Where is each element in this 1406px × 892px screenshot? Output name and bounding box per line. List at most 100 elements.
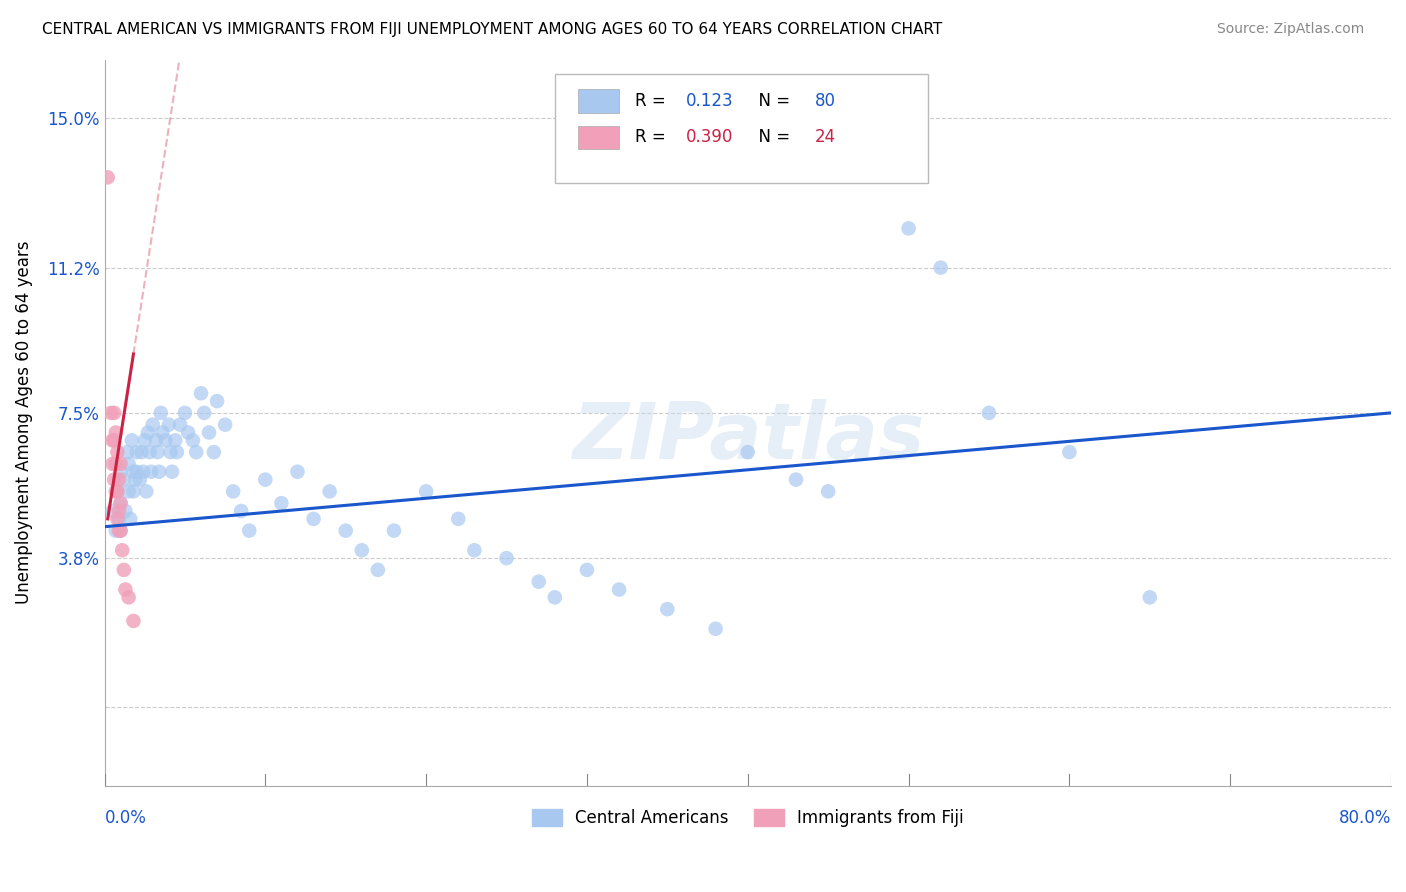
Point xyxy=(238,524,260,538)
Point xyxy=(495,551,517,566)
Text: 80.0%: 80.0% xyxy=(1339,809,1391,828)
Point xyxy=(121,434,143,448)
Point xyxy=(415,484,437,499)
Point xyxy=(214,417,236,432)
Text: R =: R = xyxy=(634,128,671,146)
Point xyxy=(139,465,162,479)
Point xyxy=(150,425,173,440)
Point xyxy=(101,457,124,471)
Text: ZIPatlas: ZIPatlas xyxy=(572,400,924,475)
Point xyxy=(105,484,128,499)
Point xyxy=(128,473,150,487)
Point xyxy=(105,484,128,499)
Text: N =: N = xyxy=(748,92,796,110)
Point xyxy=(367,563,389,577)
Point xyxy=(929,260,952,275)
Text: 24: 24 xyxy=(814,128,835,146)
Point xyxy=(146,445,169,459)
Point xyxy=(124,473,146,487)
Point xyxy=(108,512,131,526)
Point xyxy=(190,386,212,401)
Point xyxy=(120,512,142,526)
Text: R =: R = xyxy=(634,92,671,110)
Point xyxy=(117,457,139,471)
Point xyxy=(110,457,132,471)
Point xyxy=(335,524,357,538)
Point xyxy=(350,543,373,558)
Point xyxy=(110,524,132,538)
Y-axis label: Unemployment Among Ages 60 to 64 years: Unemployment Among Ages 60 to 64 years xyxy=(15,241,32,605)
Bar xyxy=(578,89,619,112)
Point xyxy=(103,406,125,420)
Point xyxy=(145,434,167,448)
Point xyxy=(202,445,225,459)
Point xyxy=(112,563,135,577)
Point xyxy=(103,434,125,448)
Point xyxy=(103,473,125,487)
Point xyxy=(131,445,153,459)
Point xyxy=(122,465,145,479)
Point xyxy=(100,406,122,420)
Point xyxy=(125,465,148,479)
Point xyxy=(132,465,155,479)
Point xyxy=(136,425,159,440)
Point xyxy=(287,465,309,479)
Point xyxy=(148,465,170,479)
Point xyxy=(155,434,177,448)
Point xyxy=(177,425,200,440)
Point xyxy=(110,465,132,479)
Point xyxy=(108,473,131,487)
Point xyxy=(198,425,221,440)
Text: CENTRAL AMERICAN VS IMMIGRANTS FROM FIJI UNEMPLOYMENT AMONG AGES 60 TO 64 YEARS : CENTRAL AMERICAN VS IMMIGRANTS FROM FIJI… xyxy=(42,22,942,37)
Point xyxy=(111,543,134,558)
Point xyxy=(104,457,127,471)
Point xyxy=(104,524,127,538)
Legend: Central Americans, Immigrants from Fiji: Central Americans, Immigrants from Fiji xyxy=(523,801,972,836)
Point xyxy=(108,524,131,538)
Point xyxy=(382,524,405,538)
Point xyxy=(302,512,325,526)
Point xyxy=(135,484,157,499)
Point xyxy=(105,512,128,526)
Point xyxy=(110,524,132,538)
Point xyxy=(108,504,131,518)
Point xyxy=(1139,591,1161,605)
Point xyxy=(704,622,727,636)
Point xyxy=(157,417,180,432)
Point xyxy=(166,445,188,459)
Point xyxy=(138,445,160,459)
Point xyxy=(193,406,215,420)
Point xyxy=(97,170,120,185)
Point xyxy=(159,445,181,459)
Point xyxy=(181,434,204,448)
Point xyxy=(101,504,124,518)
Point xyxy=(447,512,470,526)
Text: 0.123: 0.123 xyxy=(686,92,734,110)
Point xyxy=(575,563,598,577)
Point xyxy=(110,496,132,510)
Point xyxy=(527,574,550,589)
Point xyxy=(114,582,136,597)
Point xyxy=(169,417,191,432)
Point xyxy=(117,591,139,605)
Point xyxy=(657,602,679,616)
Point xyxy=(222,484,245,499)
Text: N =: N = xyxy=(748,128,796,146)
Point xyxy=(897,221,920,235)
Point xyxy=(115,445,138,459)
Point xyxy=(149,406,172,420)
Point xyxy=(122,614,145,628)
Point xyxy=(463,543,485,558)
Point xyxy=(114,504,136,518)
Point xyxy=(117,484,139,499)
Text: 0.390: 0.390 xyxy=(686,128,734,146)
Point xyxy=(112,473,135,487)
Point xyxy=(785,473,807,487)
Text: Source: ZipAtlas.com: Source: ZipAtlas.com xyxy=(1216,22,1364,37)
FancyBboxPatch shape xyxy=(555,74,928,183)
Bar xyxy=(578,126,619,149)
Point xyxy=(254,473,277,487)
Point xyxy=(544,591,567,605)
Point xyxy=(205,394,228,409)
Point xyxy=(1059,445,1081,459)
